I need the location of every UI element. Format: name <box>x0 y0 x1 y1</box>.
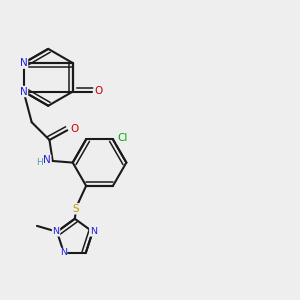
Text: N: N <box>43 155 51 165</box>
Text: N: N <box>52 227 59 236</box>
Text: H: H <box>36 158 43 167</box>
Text: N: N <box>90 227 97 236</box>
Text: N: N <box>20 58 28 68</box>
Text: N: N <box>20 86 28 97</box>
Text: N: N <box>60 248 67 257</box>
Text: S: S <box>72 204 79 214</box>
Text: O: O <box>94 86 102 96</box>
Text: Cl: Cl <box>117 134 128 143</box>
Text: O: O <box>70 124 79 134</box>
